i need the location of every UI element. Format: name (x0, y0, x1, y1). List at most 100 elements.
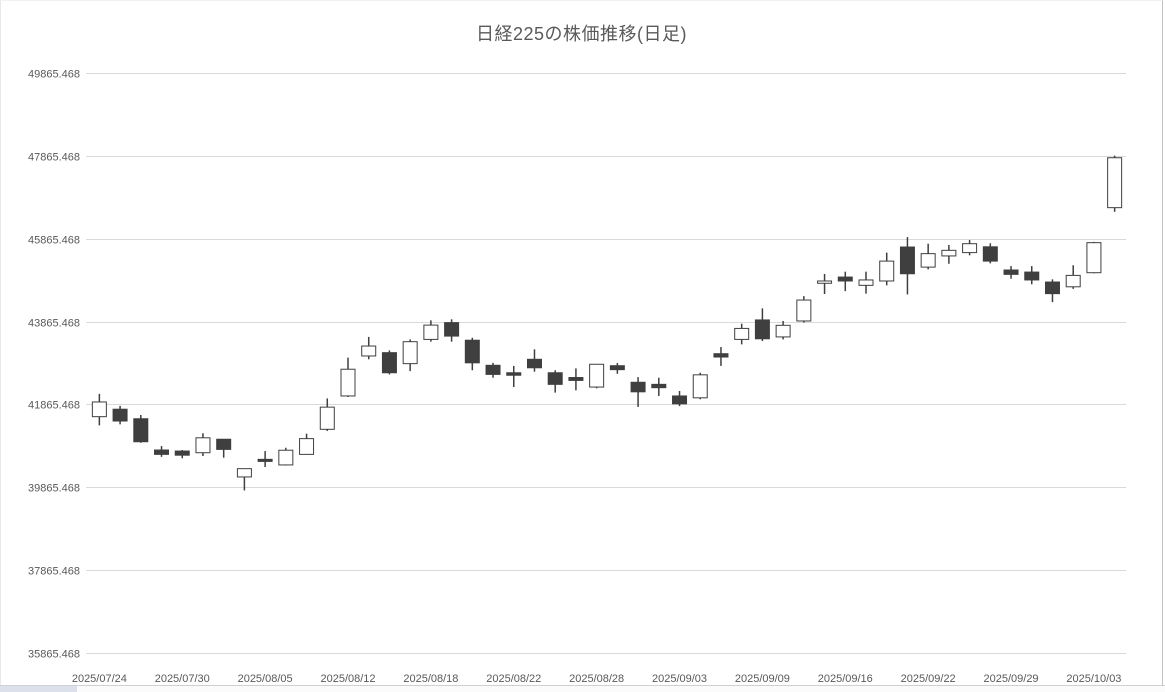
candle-2025-08-19 (444, 319, 460, 342)
candle-2025-08-08 (319, 398, 335, 431)
x-axis-label: 2025/08/28 (569, 673, 624, 685)
candle-2025-09-30 (1024, 266, 1040, 285)
candle-body-down (899, 246, 915, 275)
candle-2025-08-07 (299, 433, 315, 455)
candle-body-down (485, 364, 501, 375)
candle-body-down (1003, 269, 1019, 275)
candle-body-up (734, 327, 750, 340)
x-axis-label: 2025/08/22 (486, 673, 541, 685)
y-axis-label: 43865.468 (28, 317, 80, 329)
candle-2025-08-22 (506, 365, 522, 388)
candle-body-up (692, 374, 708, 399)
candle-body-up (858, 279, 874, 286)
candle-body-up (236, 468, 252, 478)
candle-body-down (982, 246, 998, 262)
candle-body-down (713, 353, 729, 358)
candle-2025-09-03 (672, 390, 688, 407)
x-axis-label: 2025/07/30 (155, 673, 210, 685)
candle-2025-07-30 (174, 450, 190, 459)
y-axis-label: 39865.468 (28, 482, 80, 494)
candle-2025-08-27 (568, 368, 584, 391)
candle-body-down (568, 377, 584, 381)
candle-body-up (817, 280, 833, 284)
candle-2025-09-17 (858, 271, 874, 294)
candle-2025-09-24 (941, 244, 957, 264)
x-axis-label: 2025/10/03 (1066, 673, 1121, 685)
candle-2025-09-26 (982, 243, 998, 264)
candle-2025-08-29 (609, 363, 625, 374)
candle-2025-08-05 (257, 451, 273, 468)
worksheet-cell-strip (0, 686, 77, 692)
candle-2025-08-25 (526, 349, 542, 372)
candle-body-up (1086, 242, 1102, 274)
candle-body-down (257, 458, 273, 462)
x-axis-label: 2025/08/18 (403, 673, 458, 685)
candle-body-up (879, 260, 895, 282)
candle-body-up (195, 437, 211, 454)
candle-body-down (133, 418, 149, 443)
candle-2025-07-28 (133, 415, 149, 443)
candle-body-up (1107, 157, 1123, 209)
candle-2025-08-04 (236, 468, 252, 491)
candle-2025-09-01 (630, 377, 646, 407)
candle-body-down (506, 372, 522, 376)
candle-2025-10-06 (1107, 155, 1123, 212)
candle-body-down (754, 319, 770, 340)
y-axis-label: 47865.468 (28, 151, 80, 163)
candle-body-down (609, 365, 625, 371)
candle-2025-09-16 (837, 271, 853, 292)
candle-2025-09-18 (879, 252, 895, 286)
x-axis-label: 2025/07/24 (72, 673, 127, 685)
candle-2025-08-26 (547, 370, 563, 393)
candle-2025-07-25 (112, 405, 128, 425)
candle-2025-07-29 (154, 446, 170, 457)
candle-body-up (299, 438, 315, 455)
candle-2025-08-18 (423, 320, 439, 342)
candle-body-up (319, 406, 335, 430)
candle-2025-09-05 (713, 347, 729, 366)
candle-2025-07-31 (195, 433, 211, 457)
y-axis-label: 37865.468 (28, 565, 80, 577)
candle-body-up (402, 341, 418, 365)
candle-2025-09-25 (962, 239, 978, 256)
worksheet-background (77, 686, 1165, 692)
candle-body-up (962, 243, 978, 254)
candle-2025-08-01 (216, 438, 232, 458)
candle-2025-09-10 (775, 320, 791, 340)
candle-2025-08-14 (381, 350, 397, 375)
y-axis-label: 35865.468 (28, 648, 80, 660)
candle-2025-09-22 (920, 243, 936, 270)
candle-body-down (444, 322, 460, 337)
candle-2025-09-29 (1003, 266, 1019, 279)
candle-body-up (423, 324, 439, 340)
candle-2025-09-09 (754, 308, 770, 342)
candle-2025-09-11 (796, 296, 812, 323)
x-axis-label: 2025/08/05 (238, 673, 293, 685)
candle-2025-08-13 (361, 336, 377, 360)
candle-body-down (154, 449, 170, 455)
candle-2025-08-20 (464, 337, 480, 371)
candle-2025-08-21 (485, 362, 501, 378)
candle-body-up (589, 363, 605, 388)
y-axis-label: 45865.468 (28, 234, 80, 246)
x-axis-label: 2025/08/12 (320, 673, 375, 685)
candle-body-down (381, 352, 397, 374)
candle-body-up (796, 299, 812, 322)
candle-body-down (547, 372, 563, 385)
candle-body-down (112, 408, 128, 422)
candle-body-down (526, 358, 542, 369)
x-axis-label: 2025/09/16 (818, 673, 873, 685)
candle-body-down (1044, 281, 1060, 295)
candle-body-up (1065, 274, 1081, 288)
candle-body-down (464, 339, 480, 364)
chart-bottom-border (0, 685, 1165, 686)
candle-2025-10-01 (1044, 279, 1060, 303)
candle-2025-07-24 (91, 393, 107, 426)
candle-body-up (278, 449, 294, 466)
candle-2025-08-06 (278, 447, 294, 466)
y-axis-label: 49865.468 (28, 68, 80, 80)
x-axis-label: 2025/09/29 (984, 673, 1039, 685)
